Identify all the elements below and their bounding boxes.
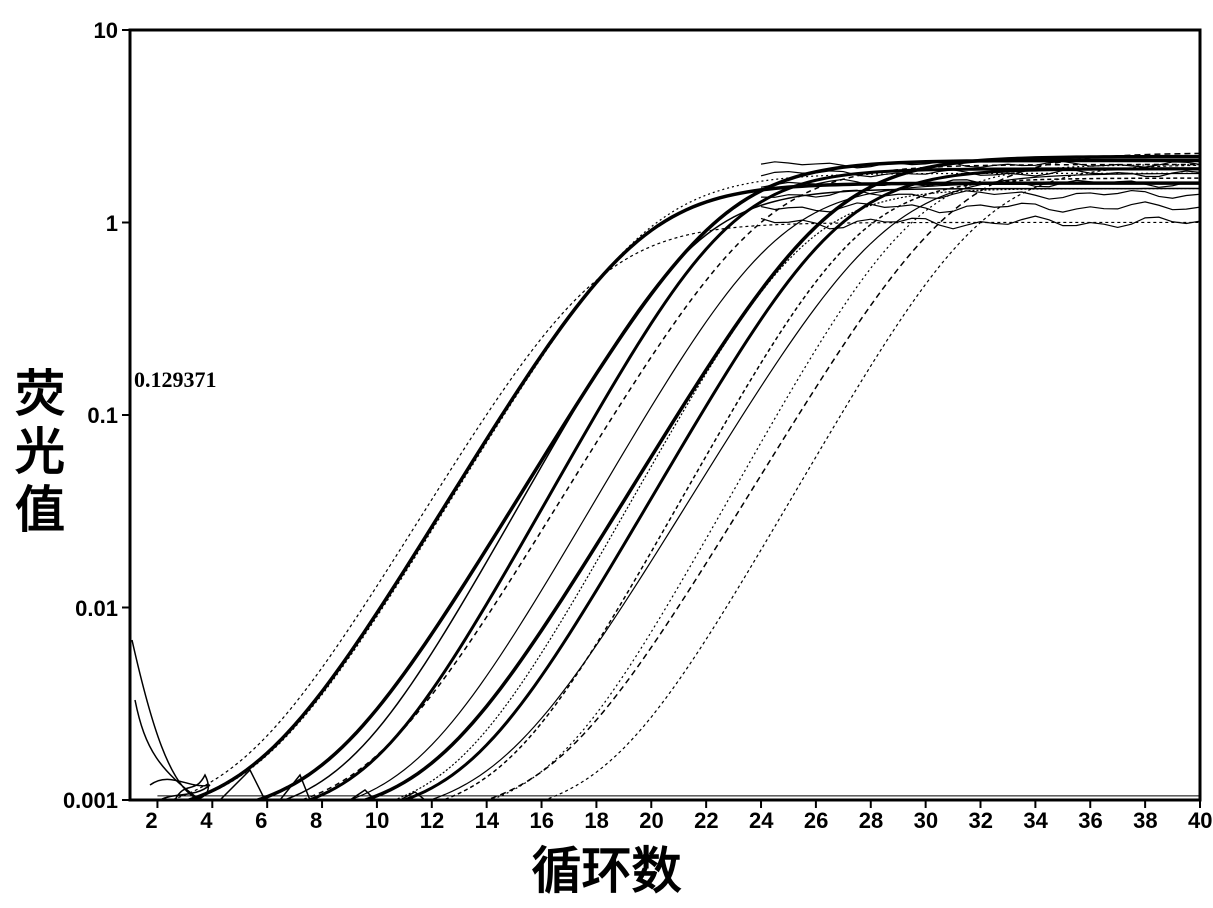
x-tick-label: 36 (1078, 808, 1102, 834)
x-tick-label: 10 (365, 808, 389, 834)
x-tick-label: 12 (420, 808, 444, 834)
y-tick-label: 1 (106, 211, 118, 237)
chart-svg (0, 0, 1213, 908)
x-tick-label: 30 (914, 808, 938, 834)
x-tick-label: 20 (639, 808, 663, 834)
x-tick-label: 18 (584, 808, 608, 834)
y-tick-label: 0.01 (75, 596, 118, 622)
y-tick-label: 10 (94, 18, 118, 44)
x-tick-label: 8 (310, 808, 322, 834)
x-tick-label: 22 (694, 808, 718, 834)
y-tick-label: 0.001 (63, 788, 118, 814)
x-tick-label: 2 (145, 808, 157, 834)
x-tick-label: 6 (255, 808, 267, 834)
x-tick-label: 32 (969, 808, 993, 834)
x-tick-label: 24 (749, 808, 773, 834)
x-tick-label: 34 (1023, 808, 1047, 834)
x-tick-label: 26 (804, 808, 828, 834)
qpcr-amplification-chart: 荧光值 循环数 24681012141618202224262830323436… (0, 0, 1213, 908)
threshold-label: 0.129371 (134, 367, 217, 393)
y-tick-label: 0.1 (87, 403, 118, 429)
x-tick-label: 40 (1188, 808, 1212, 834)
x-tick-label: 14 (475, 808, 499, 834)
x-tick-label: 38 (1133, 808, 1157, 834)
x-tick-label: 16 (530, 808, 554, 834)
x-tick-label: 4 (200, 808, 212, 834)
x-tick-label: 28 (859, 808, 883, 834)
